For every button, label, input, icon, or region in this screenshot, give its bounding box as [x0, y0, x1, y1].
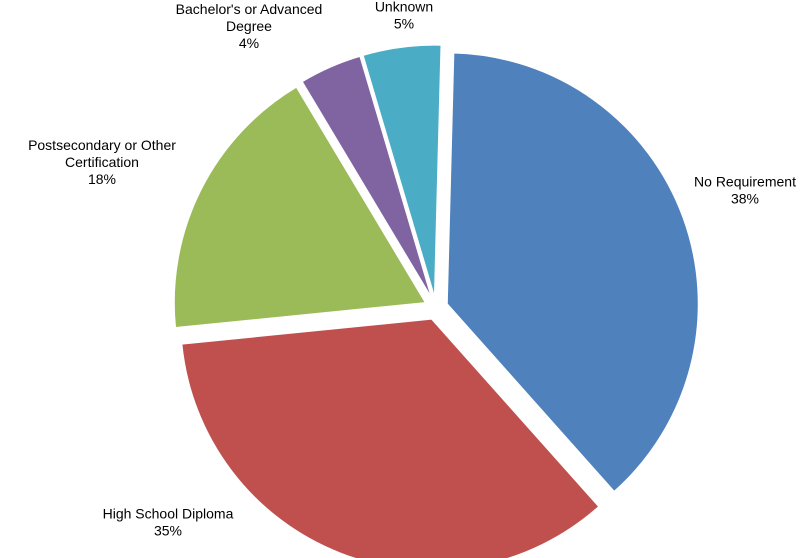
slice-category: Degree — [226, 18, 272, 34]
slice-percent: 35% — [154, 523, 182, 539]
pie-slice-no-requirement — [446, 52, 699, 492]
slice-label-postsecondary-or-other: Postsecondary or Other Certification 18% — [28, 137, 176, 187]
slice-category: Postsecondary or Other — [28, 137, 176, 153]
pie-slices — [173, 44, 699, 558]
slice-percent: 4% — [239, 35, 259, 51]
slice-label-bachelor-s-or-advanced: Bachelor's or Advanced Degree 4% — [176, 1, 323, 51]
slice-percent: 5% — [394, 16, 414, 32]
slice-category: Unknown — [375, 0, 433, 15]
slice-category: Bachelor's or Advanced — [176, 1, 323, 17]
slice-label-high-school-diploma: High School Diploma 35% — [103, 506, 234, 539]
pie-slice-high-school-diploma — [181, 318, 600, 558]
slice-percent: 38% — [731, 191, 759, 207]
pie-slice-bachelor-s-or-advanced — [301, 55, 432, 298]
pie-slice-postsecondary-or-other — [173, 86, 427, 329]
slice-category: No Requirement — [694, 174, 796, 190]
slice-category: Certification — [65, 154, 139, 170]
slice-labels: No Requirement 38% High School Diploma 35% P… — [28, 0, 796, 539]
slice-label-no-requirement: No Requirement 38% — [694, 174, 796, 207]
slice-percent: 18% — [88, 171, 116, 187]
slice-category: High School Diploma — [103, 506, 234, 522]
pie-slice-unknown — [362, 44, 442, 297]
slice-label-unknown: Unknown 5% — [375, 0, 433, 32]
